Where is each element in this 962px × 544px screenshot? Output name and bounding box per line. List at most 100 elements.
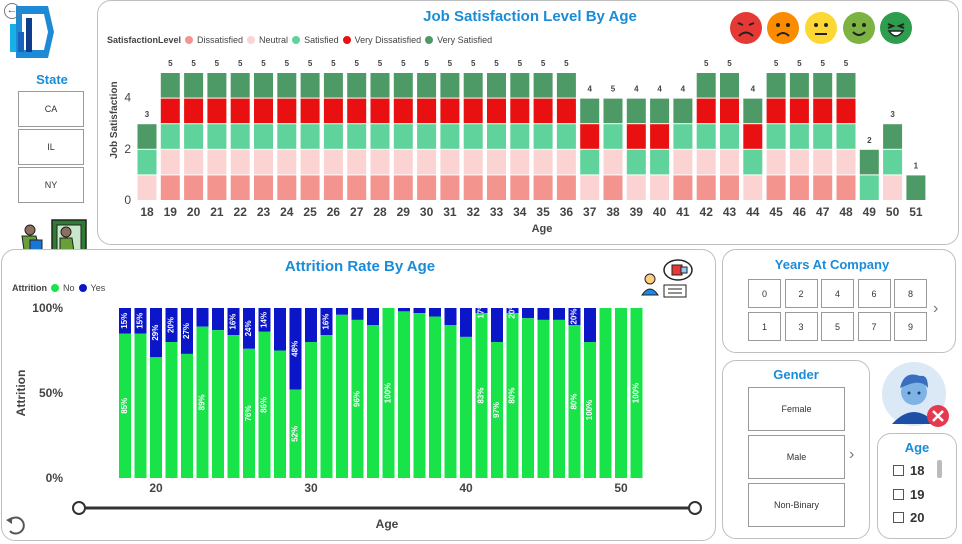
- checkbox[interactable]: [893, 512, 904, 523]
- bar-segment-no[interactable]: [444, 325, 457, 478]
- bar-segment[interactable]: [696, 149, 716, 175]
- bar-segment[interactable]: [696, 98, 716, 124]
- bar-segment[interactable]: [463, 175, 483, 200]
- bar-segment-yes[interactable]: [568, 308, 581, 325]
- undo-icon[interactable]: [4, 514, 26, 536]
- bar-segment[interactable]: [743, 98, 763, 124]
- age-range-slider-handle-start[interactable]: [72, 501, 86, 515]
- gender-option-male[interactable]: Male: [748, 435, 845, 479]
- bar-segment[interactable]: [580, 149, 600, 175]
- bar-segment[interactable]: [300, 149, 320, 175]
- bar-segment[interactable]: [137, 124, 157, 149]
- bar-segment[interactable]: [463, 73, 483, 98]
- bar-segment-yes[interactable]: [367, 308, 379, 325]
- bar-segment[interactable]: [463, 124, 483, 149]
- bar-segment[interactable]: [300, 73, 320, 98]
- bar-segment[interactable]: [184, 124, 204, 149]
- bar-segment[interactable]: [603, 124, 623, 149]
- bar-segment[interactable]: [813, 149, 833, 175]
- bar-segment[interactable]: [720, 175, 739, 200]
- bar-segment-no[interactable]: [584, 342, 596, 478]
- scrollbar[interactable]: [937, 460, 942, 478]
- bar-segment[interactable]: [813, 73, 833, 98]
- bar-segment[interactable]: [370, 149, 390, 175]
- bar-segment[interactable]: [533, 149, 553, 175]
- bar-segment[interactable]: [556, 98, 576, 124]
- bar-segment[interactable]: [184, 175, 204, 200]
- bar-segment-no[interactable]: [289, 389, 302, 478]
- bar-segment[interactable]: [673, 98, 693, 124]
- bar-segment-yes[interactable]: [429, 308, 441, 317]
- bar-segment[interactable]: [393, 149, 413, 175]
- bar-segment[interactable]: [440, 124, 460, 149]
- bar-segment[interactable]: [556, 73, 576, 98]
- bar-segment[interactable]: [510, 124, 530, 149]
- bar-segment[interactable]: [789, 98, 809, 124]
- gender-option-female[interactable]: Female: [748, 387, 845, 431]
- bar-segment[interactable]: [463, 149, 483, 175]
- bar-segment[interactable]: [603, 175, 623, 200]
- bar-segment-no[interactable]: [320, 335, 333, 478]
- bar-segment-yes[interactable]: [165, 308, 178, 342]
- bar-segment[interactable]: [673, 124, 693, 149]
- bar-segment[interactable]: [440, 149, 460, 175]
- bar-segment-no[interactable]: [227, 335, 240, 478]
- bar-segment[interactable]: [556, 175, 576, 200]
- bar-segment[interactable]: [393, 124, 413, 149]
- bar-segment-yes[interactable]: [460, 308, 472, 337]
- years-option-1[interactable]: 1: [748, 312, 781, 341]
- bar-segment[interactable]: [673, 175, 693, 200]
- bar-segment[interactable]: [673, 149, 693, 175]
- bar-segment[interactable]: [417, 98, 437, 124]
- bar-segment[interactable]: [417, 149, 437, 175]
- bar-segment[interactable]: [160, 124, 180, 149]
- bar-segment[interactable]: [370, 73, 390, 98]
- bar-segment[interactable]: [184, 149, 204, 175]
- bar-segment[interactable]: [184, 73, 204, 98]
- years-option-2[interactable]: 2: [784, 279, 818, 308]
- bar-segment[interactable]: [230, 175, 250, 200]
- bar-segment[interactable]: [417, 175, 437, 200]
- bar-segment[interactable]: [137, 175, 157, 200]
- bar-segment[interactable]: [347, 149, 367, 175]
- bar-segment-no[interactable]: [181, 353, 193, 478]
- bar-segment[interactable]: [440, 98, 460, 124]
- bar-segment-no[interactable]: [615, 308, 627, 478]
- bar-segment[interactable]: [836, 98, 856, 124]
- years-option-8[interactable]: 8: [894, 279, 927, 308]
- bar-segment[interactable]: [626, 149, 646, 175]
- checkbox[interactable]: [893, 465, 904, 476]
- bar-segment[interactable]: [603, 98, 623, 124]
- bar-segment[interactable]: [370, 175, 390, 200]
- bar-segment-no[interactable]: [537, 319, 550, 478]
- bar-segment[interactable]: [580, 124, 600, 149]
- bar-segment-yes[interactable]: [522, 308, 534, 319]
- bar-segment[interactable]: [743, 149, 763, 175]
- bar-segment[interactable]: [813, 124, 833, 149]
- bar-segment[interactable]: [254, 149, 273, 175]
- bar-segment-no[interactable]: [413, 313, 426, 478]
- bar-segment-yes[interactable]: [119, 308, 131, 334]
- bar-segment[interactable]: [254, 175, 273, 200]
- bar-segment[interactable]: [300, 124, 320, 149]
- bar-segment[interactable]: [463, 98, 483, 124]
- years-option-9[interactable]: 9: [894, 312, 927, 341]
- bar-segment[interactable]: [323, 124, 343, 149]
- bar-segment[interactable]: [277, 175, 297, 200]
- bar-segment-no[interactable]: [382, 308, 395, 478]
- bar-segment[interactable]: [766, 124, 786, 149]
- bar-segment[interactable]: [207, 98, 227, 124]
- bar-segment[interactable]: [230, 149, 250, 175]
- bar-segment[interactable]: [323, 98, 343, 124]
- bar-segment[interactable]: [533, 98, 553, 124]
- bar-segment[interactable]: [789, 175, 809, 200]
- bar-segment-no[interactable]: [119, 333, 131, 479]
- bar-segment-yes[interactable]: [506, 308, 519, 314]
- age-option-19[interactable]: 19: [893, 487, 924, 502]
- bar-segment-no[interactable]: [460, 336, 472, 478]
- bar-segment[interactable]: [300, 175, 320, 200]
- bar-segment-yes[interactable]: [181, 308, 193, 354]
- bar-segment-yes[interactable]: [336, 308, 348, 315]
- bar-segment-yes[interactable]: [196, 308, 209, 327]
- bar-segment[interactable]: [556, 149, 576, 175]
